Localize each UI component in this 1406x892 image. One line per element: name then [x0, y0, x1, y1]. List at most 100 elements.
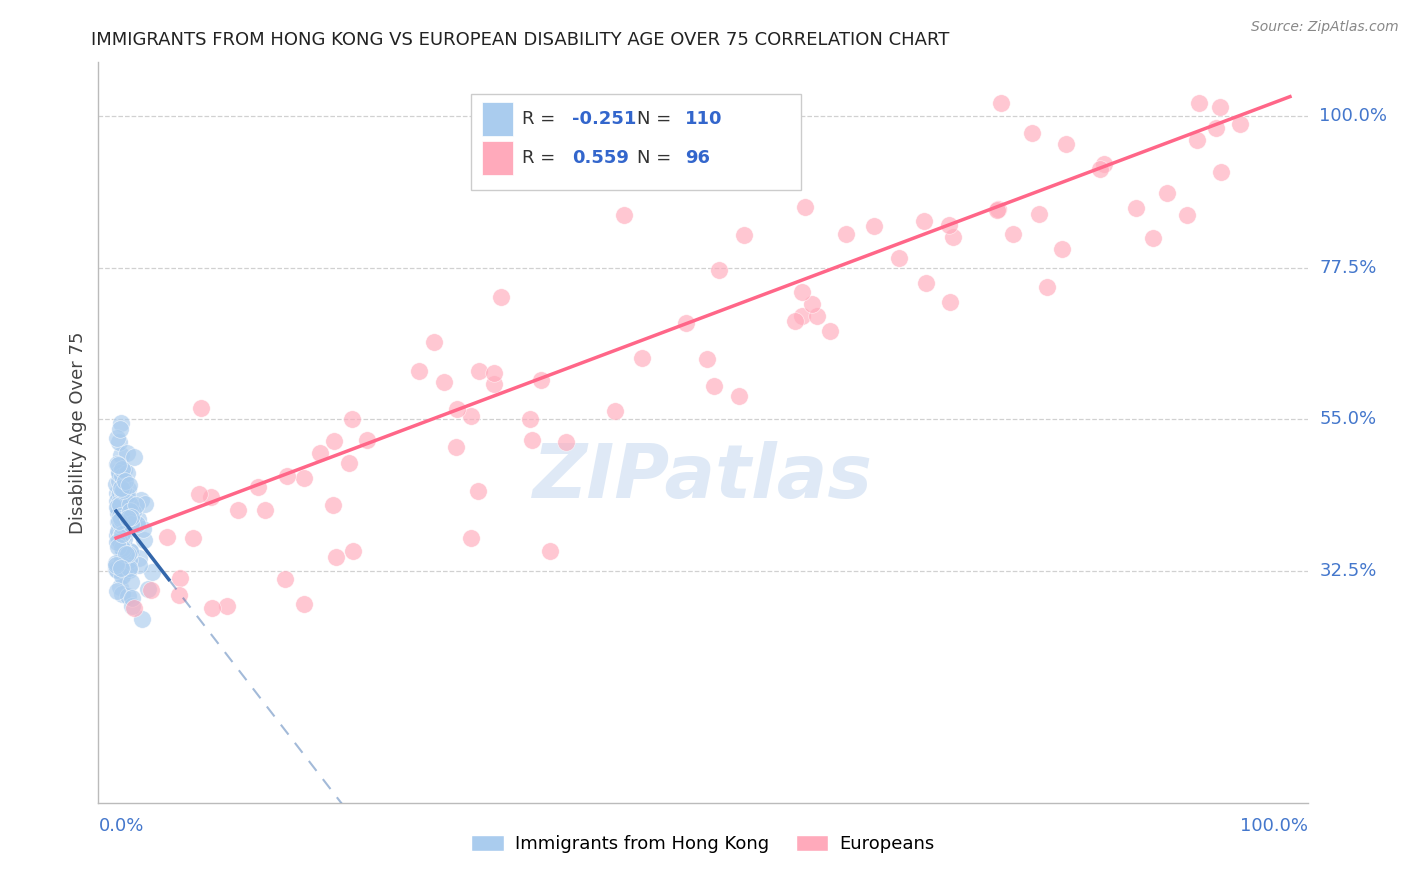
Immigrants from Hong Kong [115, 510, 138, 524]
Text: 100.0%: 100.0% [1319, 107, 1388, 125]
Europeans [217, 599, 239, 614]
Immigrants from Hong Kong [111, 525, 134, 540]
Immigrants from Hong Kong [134, 498, 156, 512]
Europeans [792, 309, 814, 323]
Europeans [201, 600, 224, 615]
Europeans [188, 487, 211, 501]
Europeans [1229, 117, 1251, 131]
Text: 100.0%: 100.0% [1240, 817, 1308, 835]
Immigrants from Hong Kong [111, 503, 134, 517]
Immigrants from Hong Kong [120, 510, 142, 524]
Text: 0.559: 0.559 [572, 149, 628, 167]
Immigrants from Hong Kong [122, 450, 145, 464]
Europeans [790, 285, 813, 300]
Europeans [1209, 100, 1232, 114]
Europeans [1050, 242, 1073, 256]
Immigrants from Hong Kong [108, 495, 131, 509]
Immigrants from Hong Kong [118, 552, 141, 566]
Immigrants from Hong Kong [105, 500, 128, 515]
Immigrants from Hong Kong [117, 547, 139, 561]
Europeans [538, 543, 561, 558]
Immigrants from Hong Kong [136, 582, 159, 597]
Europeans [675, 316, 697, 330]
Europeans [1188, 95, 1211, 110]
Europeans [1021, 126, 1043, 140]
Europeans [818, 324, 841, 338]
Immigrants from Hong Kong [111, 527, 134, 541]
Europeans [190, 401, 212, 415]
Europeans [467, 483, 489, 498]
Immigrants from Hong Kong [117, 511, 139, 525]
Europeans [806, 309, 828, 323]
Europeans [990, 95, 1012, 110]
Europeans [484, 377, 506, 392]
Europeans [1090, 162, 1112, 177]
Immigrants from Hong Kong [105, 494, 128, 508]
Immigrants from Hong Kong [115, 466, 138, 480]
Immigrants from Hong Kong [111, 493, 134, 508]
Europeans [444, 440, 467, 454]
Immigrants from Hong Kong [110, 535, 132, 549]
Text: R =: R = [522, 110, 561, 128]
Immigrants from Hong Kong [128, 550, 150, 565]
Immigrants from Hong Kong [110, 558, 132, 572]
Immigrants from Hong Kong [107, 464, 129, 478]
Immigrants from Hong Kong [112, 529, 135, 543]
Europeans [630, 351, 652, 365]
Immigrants from Hong Kong [110, 559, 132, 574]
Immigrants from Hong Kong [105, 562, 128, 576]
Text: 96: 96 [685, 149, 710, 167]
Europeans [835, 227, 858, 241]
Text: 77.5%: 77.5% [1319, 259, 1376, 277]
Europeans [340, 411, 363, 425]
Legend: Immigrants from Hong Kong, Europeans: Immigrants from Hong Kong, Europeans [464, 828, 942, 861]
Europeans [155, 530, 177, 544]
Europeans [167, 588, 190, 602]
Europeans [1001, 227, 1024, 241]
Immigrants from Hong Kong [114, 463, 136, 477]
Europeans [912, 214, 935, 228]
Immigrants from Hong Kong [105, 485, 128, 500]
Immigrants from Hong Kong [122, 513, 145, 527]
Immigrants from Hong Kong [108, 533, 131, 547]
Immigrants from Hong Kong [125, 516, 148, 531]
Europeans [342, 544, 364, 558]
Immigrants from Hong Kong [107, 502, 129, 516]
Europeans [169, 572, 191, 586]
Europeans [728, 389, 751, 403]
Immigrants from Hong Kong [111, 551, 134, 566]
Immigrants from Hong Kong [134, 533, 156, 547]
Immigrants from Hong Kong [115, 495, 138, 509]
Immigrants from Hong Kong [141, 565, 163, 579]
Immigrants from Hong Kong [107, 534, 129, 549]
Europeans [254, 503, 277, 517]
Text: N =: N = [637, 110, 676, 128]
Immigrants from Hong Kong [105, 457, 128, 471]
Immigrants from Hong Kong [108, 515, 131, 529]
Immigrants from Hong Kong [120, 504, 142, 518]
Immigrants from Hong Kong [110, 528, 132, 542]
Immigrants from Hong Kong [105, 431, 128, 445]
Europeans [863, 219, 886, 233]
Europeans [408, 364, 430, 378]
Text: 32.5%: 32.5% [1319, 562, 1376, 580]
Europeans [887, 252, 910, 266]
Europeans [554, 434, 576, 449]
Europeans [484, 366, 506, 380]
Immigrants from Hong Kong [105, 558, 128, 572]
Immigrants from Hong Kong [115, 547, 138, 561]
Immigrants from Hong Kong [120, 574, 142, 589]
Europeans [603, 403, 626, 417]
Immigrants from Hong Kong [108, 508, 131, 523]
Immigrants from Hong Kong [110, 512, 132, 526]
Europeans [939, 295, 962, 310]
Y-axis label: Disability Age Over 75: Disability Age Over 75 [69, 331, 87, 534]
Immigrants from Hong Kong [118, 478, 141, 492]
Immigrants from Hong Kong [122, 505, 145, 519]
Europeans [1185, 133, 1208, 147]
Europeans [519, 412, 541, 426]
Europeans [292, 597, 315, 611]
Immigrants from Hong Kong [110, 518, 132, 533]
Europeans [942, 229, 965, 244]
Europeans [181, 531, 204, 545]
